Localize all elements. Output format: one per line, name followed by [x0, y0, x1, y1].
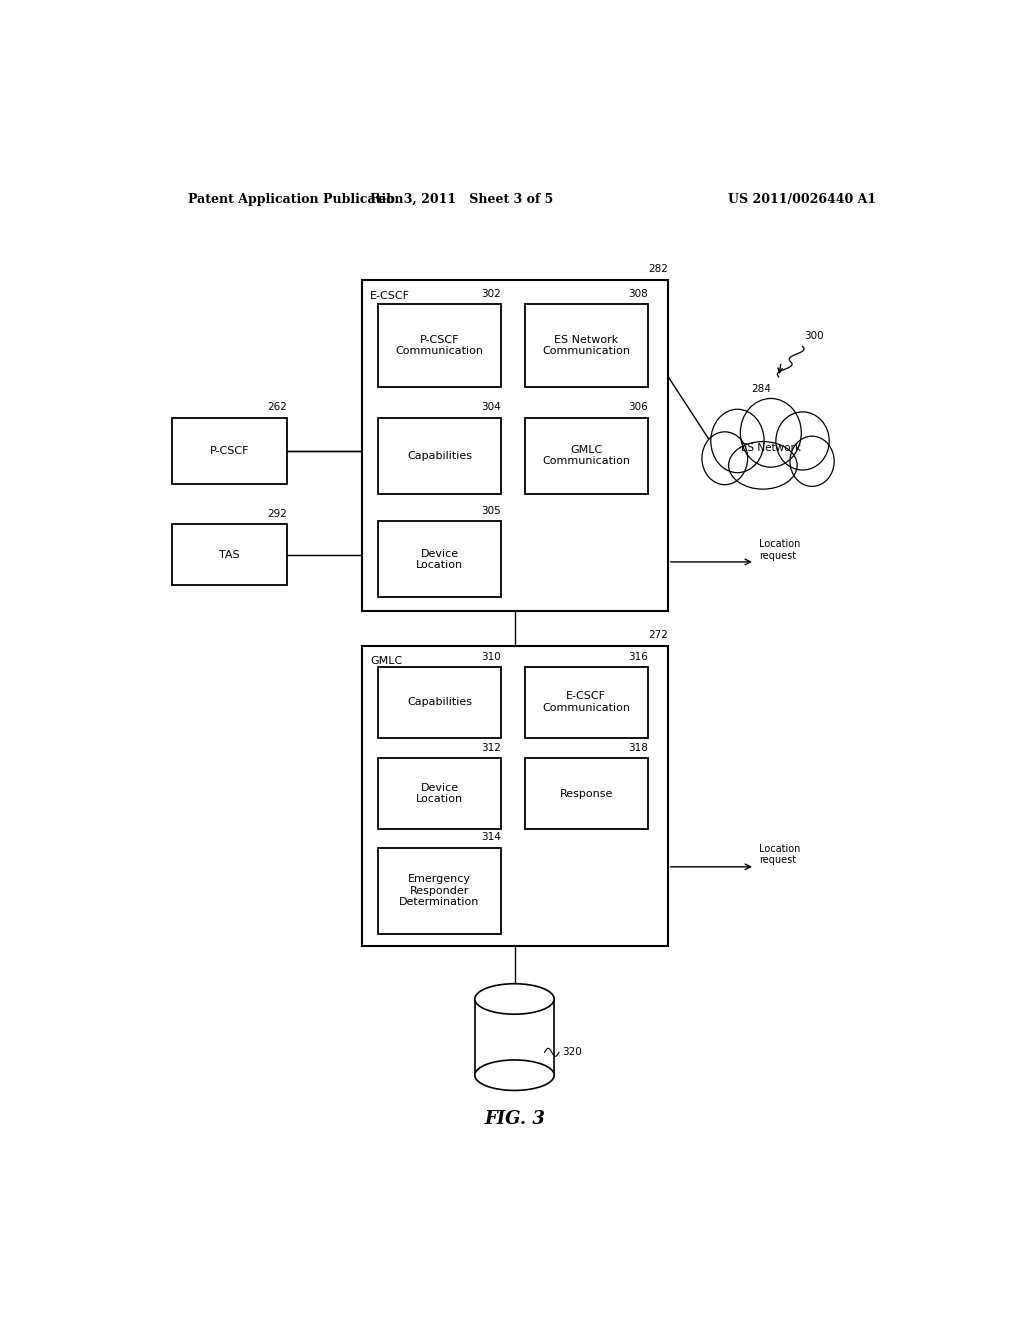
Ellipse shape: [776, 412, 829, 470]
Bar: [524, 758, 648, 829]
Text: ES Network: ES Network: [740, 444, 801, 453]
Ellipse shape: [475, 1060, 554, 1090]
Text: 262: 262: [267, 403, 287, 412]
Ellipse shape: [740, 399, 802, 467]
Bar: [378, 304, 501, 387]
Text: GMLC: GMLC: [370, 656, 402, 667]
Ellipse shape: [729, 442, 797, 490]
Text: 312: 312: [481, 743, 501, 752]
Text: 302: 302: [481, 289, 501, 298]
Bar: [172, 524, 287, 585]
Text: 292: 292: [267, 510, 287, 519]
Text: 304: 304: [481, 403, 501, 412]
Text: Location
request: Location request: [759, 539, 801, 561]
Text: 308: 308: [628, 289, 648, 298]
Bar: [172, 417, 287, 483]
Text: E-CSCF: E-CSCF: [370, 290, 410, 301]
Text: P-CSCF
Communication: P-CSCF Communication: [395, 334, 483, 356]
Text: US 2011/0026440 A1: US 2011/0026440 A1: [728, 193, 877, 206]
Text: ES Network
Communication: ES Network Communication: [543, 334, 631, 356]
Text: 305: 305: [481, 506, 501, 516]
Bar: [378, 521, 501, 598]
Ellipse shape: [711, 409, 764, 473]
Text: 284: 284: [751, 384, 771, 395]
Text: Device
Location: Device Location: [416, 783, 463, 804]
Bar: [524, 667, 648, 738]
Text: Device
Location: Device Location: [416, 549, 463, 570]
Text: Feb. 3, 2011   Sheet 3 of 5: Feb. 3, 2011 Sheet 3 of 5: [370, 193, 553, 206]
Text: GMLC
Communication: GMLC Communication: [543, 445, 631, 466]
Text: 310: 310: [481, 652, 501, 661]
Text: Response: Response: [560, 788, 613, 799]
Text: Capabilities: Capabilities: [407, 450, 472, 461]
Text: 320: 320: [562, 1047, 582, 1057]
Text: 318: 318: [628, 743, 648, 752]
Text: Patent Application Publication: Patent Application Publication: [187, 193, 403, 206]
Text: Capabilities: Capabilities: [407, 697, 472, 708]
Ellipse shape: [790, 436, 835, 486]
Bar: [524, 304, 648, 387]
Bar: [475, 999, 554, 1076]
Bar: [378, 417, 501, 494]
Text: Emergency
Responder
Determination: Emergency Responder Determination: [399, 874, 479, 907]
Bar: [378, 847, 501, 935]
Bar: [524, 417, 648, 494]
Text: 306: 306: [628, 403, 648, 412]
Text: 272: 272: [648, 630, 668, 640]
Text: E-CSCF
Communication: E-CSCF Communication: [543, 692, 631, 713]
Bar: [378, 667, 501, 738]
Text: 282: 282: [648, 264, 668, 275]
Ellipse shape: [701, 432, 748, 484]
Text: Location
request: Location request: [759, 843, 801, 866]
Text: 316: 316: [628, 652, 648, 661]
Ellipse shape: [475, 983, 554, 1014]
Text: 300: 300: [804, 331, 823, 342]
Text: 314: 314: [481, 833, 501, 842]
Bar: [362, 647, 668, 946]
Bar: [362, 280, 668, 611]
Bar: [378, 758, 501, 829]
Text: FIG. 3: FIG. 3: [484, 1110, 545, 1127]
Text: P-CSCF: P-CSCF: [210, 446, 249, 455]
Text: TAS: TAS: [219, 550, 240, 560]
